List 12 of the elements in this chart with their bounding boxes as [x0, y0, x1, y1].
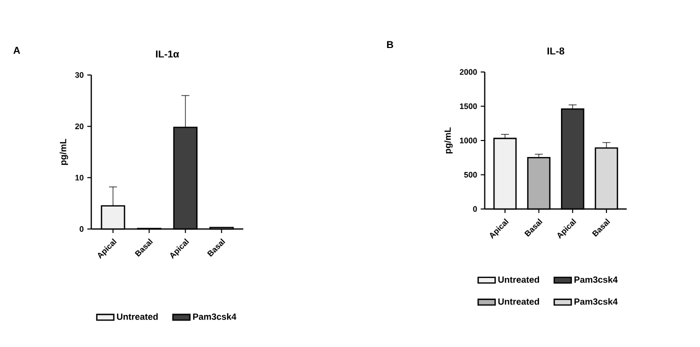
y-axis-title: pg/mL	[444, 127, 453, 154]
text: A	[13, 46, 20, 54]
chart-title: IL-1α	[156, 50, 180, 58]
legend-label: Untreated	[498, 298, 540, 305]
legend-label: Pam3csk4	[193, 313, 236, 320]
legend-label: Untreated	[116, 313, 158, 320]
legend-label: Untreated	[498, 276, 540, 283]
y-axis-title: pg/mL	[60, 138, 68, 165]
legend-label: Pam3csk4	[574, 298, 618, 305]
legend-label: Pam3csk4	[574, 276, 618, 283]
chart-title: IL-8	[548, 47, 564, 55]
text: B	[387, 41, 394, 48]
